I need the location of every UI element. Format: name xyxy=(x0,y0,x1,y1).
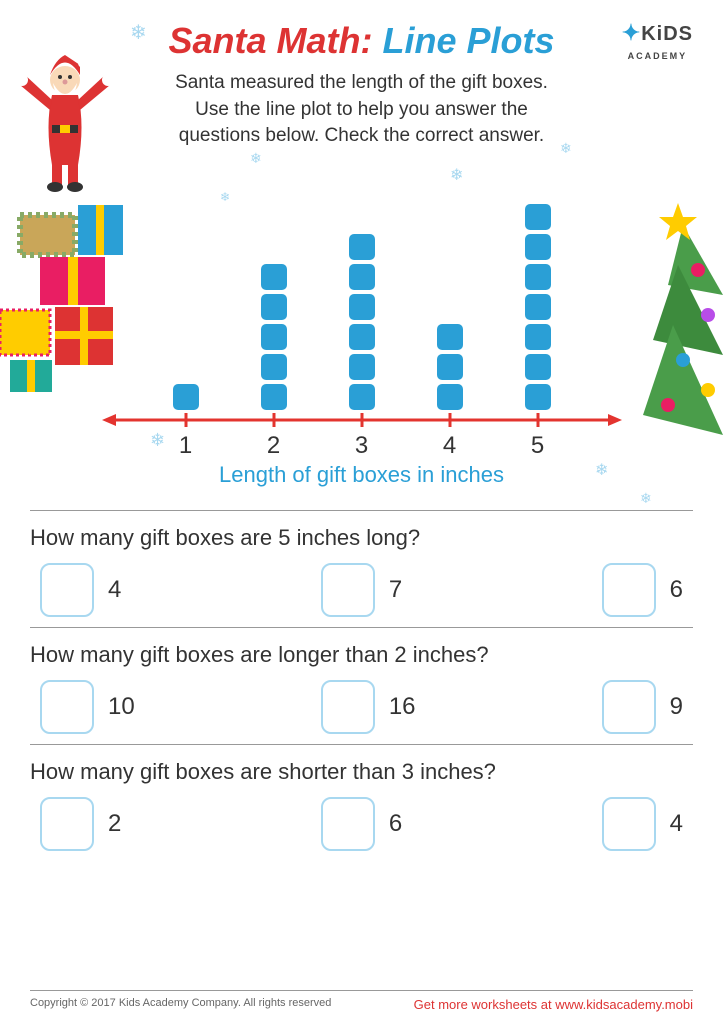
answer-checkbox[interactable] xyxy=(40,563,94,617)
plot-square xyxy=(261,294,287,320)
question-text: How many gift boxes are shorter than 3 i… xyxy=(30,759,693,785)
answer-label: 6 xyxy=(389,810,402,838)
plot-square xyxy=(437,384,463,410)
answer-option: 4 xyxy=(602,797,683,851)
question-2: How many gift boxes are longer than 2 in… xyxy=(30,627,693,744)
plot-square xyxy=(261,354,287,380)
tick-4: 4 xyxy=(443,432,456,460)
answer-checkbox[interactable] xyxy=(602,563,656,617)
answer-label: 16 xyxy=(389,693,416,721)
answer-checkbox[interactable] xyxy=(602,680,656,734)
title-part2: Line Plots xyxy=(383,20,555,61)
answer-checkbox[interactable] xyxy=(40,797,94,851)
answer-label: 4 xyxy=(108,576,121,604)
question-3: How many gift boxes are shorter than 3 i… xyxy=(30,744,693,861)
answer-option: 10 xyxy=(40,680,135,734)
logo-main: KiDS xyxy=(641,23,693,45)
answer-option: 7 xyxy=(321,563,402,617)
plot-square xyxy=(261,324,287,350)
line-plot-chart: 1 2 3 4 5 xyxy=(102,160,622,460)
tree-image xyxy=(613,195,723,465)
plot-square xyxy=(349,294,375,320)
answer-row: 10 16 9 xyxy=(30,680,693,734)
answer-checkbox[interactable] xyxy=(321,563,375,617)
answer-option: 16 xyxy=(321,680,416,734)
plot-square xyxy=(349,324,375,350)
plot-square xyxy=(349,234,375,260)
instructions: Santa measured the length of the gift bo… xyxy=(162,70,562,150)
answer-row: 2 6 4 xyxy=(30,797,693,851)
answer-label: 2 xyxy=(108,810,121,838)
answer-option: 6 xyxy=(602,563,683,617)
plot-column-2 xyxy=(261,264,287,410)
plot-square xyxy=(525,264,551,290)
footer-link: Get more worksheets at www.kidsacademy.m… xyxy=(414,997,693,1012)
answer-label: 9 xyxy=(670,693,683,721)
question-text: How many gift boxes are 5 inches long? xyxy=(30,525,693,551)
plot-square xyxy=(261,264,287,290)
question-text: How many gift boxes are longer than 2 in… xyxy=(30,642,693,668)
plot-square xyxy=(525,234,551,260)
plot-square xyxy=(525,294,551,320)
answer-option: 4 xyxy=(40,563,121,617)
answer-option: 9 xyxy=(602,680,683,734)
answer-checkbox[interactable] xyxy=(602,797,656,851)
tick-5: 5 xyxy=(531,432,544,460)
plot-square xyxy=(525,384,551,410)
title-part1: Santa Math: xyxy=(168,20,372,61)
plot-square xyxy=(173,384,199,410)
logo-sub: ACADEMY xyxy=(628,51,688,61)
page-title: Santa Math: Line Plots xyxy=(30,20,693,62)
plot-square xyxy=(349,264,375,290)
answer-checkbox[interactable] xyxy=(40,680,94,734)
plot-column-4 xyxy=(437,324,463,410)
plot-square xyxy=(525,324,551,350)
plot-square xyxy=(349,384,375,410)
tick-1: 1 xyxy=(179,432,192,460)
answer-row: 4 7 6 xyxy=(30,563,693,617)
answer-label: 7 xyxy=(389,576,402,604)
plot-column-3 xyxy=(349,234,375,410)
plot-square xyxy=(437,354,463,380)
answer-label: 4 xyxy=(670,810,683,838)
axis-label: Length of gift boxes in inches xyxy=(30,462,693,488)
answer-checkbox[interactable] xyxy=(321,680,375,734)
plot-square xyxy=(525,204,551,230)
plot-square xyxy=(437,324,463,350)
plot-square xyxy=(261,384,287,410)
answer-option: 2 xyxy=(40,797,121,851)
tick-2: 2 xyxy=(267,432,280,460)
plot-column-1 xyxy=(173,384,199,410)
plot-square xyxy=(349,354,375,380)
copyright: Copyright © 2017 Kids Academy Company. A… xyxy=(30,997,331,1012)
answer-label: 6 xyxy=(670,576,683,604)
plot-column-5 xyxy=(525,204,551,410)
tick-labels: 1 2 3 4 5 xyxy=(102,432,622,460)
logo: ✦KiDS ACADEMY xyxy=(622,20,693,62)
tick-3: 3 xyxy=(355,432,368,460)
answer-option: 6 xyxy=(321,797,402,851)
question-1: How many gift boxes are 5 inches long? 4 7… xyxy=(30,510,693,627)
answer-checkbox[interactable] xyxy=(321,797,375,851)
answer-label: 10 xyxy=(108,693,135,721)
plot-square xyxy=(525,354,551,380)
